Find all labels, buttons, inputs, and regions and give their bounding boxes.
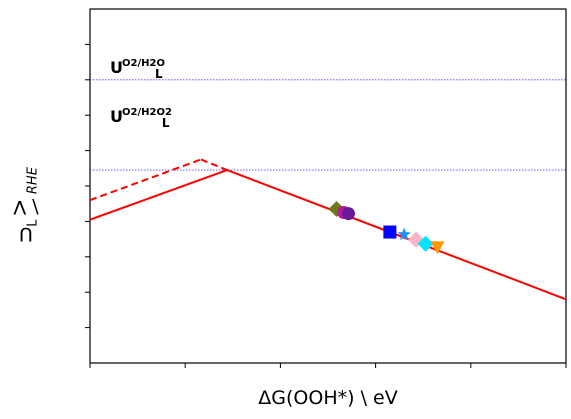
x-axis-label: ΔG(OOH*) \ eV — [258, 387, 398, 409]
series-lines — [89, 158, 567, 301]
plot-area — [89, 8, 567, 364]
data-point-diamond — [417, 235, 434, 252]
ref-label-o2-h2o2: UO2/H2O2L — [110, 107, 172, 130]
data-points — [328, 201, 445, 255]
data-point-square — [383, 225, 397, 239]
series-line-2 — [200, 158, 228, 171]
axis-ticks — [85, 43, 567, 368]
series-line-1 — [89, 158, 202, 202]
y-axis-label: UL \ VRHE — [13, 167, 41, 245]
data-point-star — [397, 227, 411, 241]
data-point-triangle — [430, 241, 445, 255]
reference-lines — [90, 79, 566, 171]
ref-label-o2-h2o: UO2/H2OL — [110, 58, 165, 81]
data-point-circle — [341, 207, 355, 221]
